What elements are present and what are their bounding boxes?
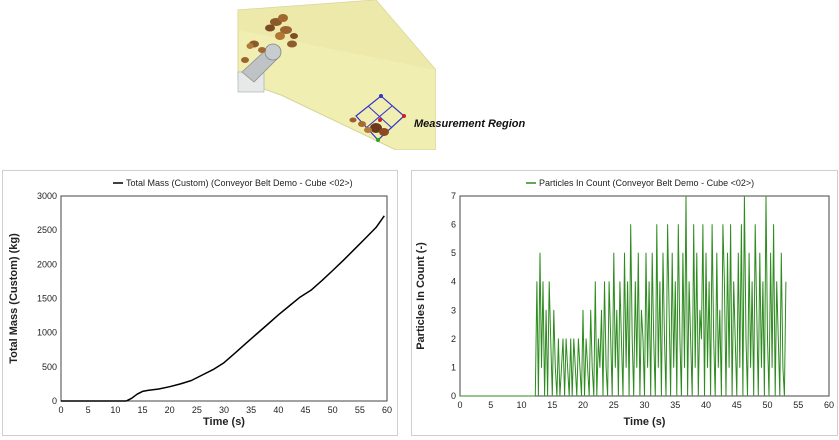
x-tick-label: 60 [824, 400, 834, 410]
measurement-region-label: Measurement Region [414, 118, 526, 130]
y-tick-label: 1000 [37, 328, 57, 338]
x-axis-label: Time (s) [203, 416, 245, 428]
x-tick-label: 60 [382, 405, 392, 415]
x-tick-label: 20 [578, 400, 588, 410]
x-tick-label: 15 [547, 400, 557, 410]
y-tick-label: 7 [451, 191, 456, 201]
y-tick-label: 6 [451, 220, 456, 230]
x-tick-label: 35 [246, 405, 256, 415]
x-tick-label: 0 [58, 405, 63, 415]
y-tick-label: 3 [451, 305, 456, 315]
x-tick-label: 55 [793, 400, 803, 410]
legend-label: Particles In Count (Conveyor Belt Demo -… [539, 178, 754, 188]
y-tick-label: 3000 [37, 191, 57, 201]
y-tick-label: 2 [451, 334, 456, 344]
x-tick-label: 40 [273, 405, 283, 415]
x-tick-label: 25 [609, 400, 619, 410]
conveyor-pulley [241, 43, 282, 83]
x-axis-label: Time (s) [624, 416, 666, 428]
series-line [460, 195, 787, 397]
x-tick-label: 50 [762, 400, 772, 410]
y-tick-label: 2500 [37, 225, 57, 235]
y-tick-label: 0 [451, 391, 456, 401]
y-axis-label: Total Mass (Custom) (kg) [8, 233, 20, 364]
x-tick-label: 45 [300, 405, 310, 415]
x-tick-label: 10 [516, 400, 526, 410]
particles-count-chart: Particles In Count (Conveyor Belt Demo -… [415, 178, 834, 428]
x-tick-label: 55 [355, 405, 365, 415]
x-tick-label: 0 [457, 400, 462, 410]
total-mass-chart-panel: Total Mass (Custom) (Conveyor Belt Demo … [2, 170, 398, 436]
x-tick-label: 5 [488, 400, 493, 410]
x-tick-label: 20 [165, 405, 175, 415]
y-tick-label: 4 [451, 277, 456, 287]
y-tick-label: 1 [451, 362, 456, 372]
legend-label: Total Mass (Custom) (Conveyor Belt Demo … [126, 178, 353, 188]
y-tick-label: 1500 [37, 294, 57, 304]
y-tick-label: 2000 [37, 259, 57, 269]
x-tick-label: 40 [701, 400, 711, 410]
plot-area [60, 195, 388, 402]
x-tick-label: 45 [732, 400, 742, 410]
x-tick-label: 15 [137, 405, 147, 415]
x-tick-label: 5 [86, 405, 91, 415]
total-mass-chart: Total Mass (Custom) (Conveyor Belt Demo … [8, 178, 392, 428]
y-tick-label: 5 [451, 248, 456, 258]
x-tick-label: 25 [192, 405, 202, 415]
series-line [61, 215, 385, 402]
x-tick-label: 50 [328, 405, 338, 415]
simulation-viewport [236, 0, 436, 150]
x-tick-label: 30 [639, 400, 649, 410]
chart-legend: Total Mass (Custom) (Conveyor Belt Demo … [113, 178, 353, 188]
conveyor-scene-graphic [237, 0, 436, 150]
y-tick-label: 0 [52, 396, 57, 406]
y-axis-label: Particles In Count (-) [415, 242, 427, 350]
chart-legend: Particles In Count (Conveyor Belt Demo -… [526, 178, 754, 188]
x-tick-label: 35 [670, 400, 680, 410]
y-tick-label: 500 [42, 362, 57, 372]
measurement-cube [349, 94, 406, 142]
particles-count-chart-panel: Particles In Count (Conveyor Belt Demo -… [411, 170, 838, 436]
particles-top [241, 14, 298, 63]
x-tick-label: 10 [110, 405, 120, 415]
x-tick-label: 30 [219, 405, 229, 415]
